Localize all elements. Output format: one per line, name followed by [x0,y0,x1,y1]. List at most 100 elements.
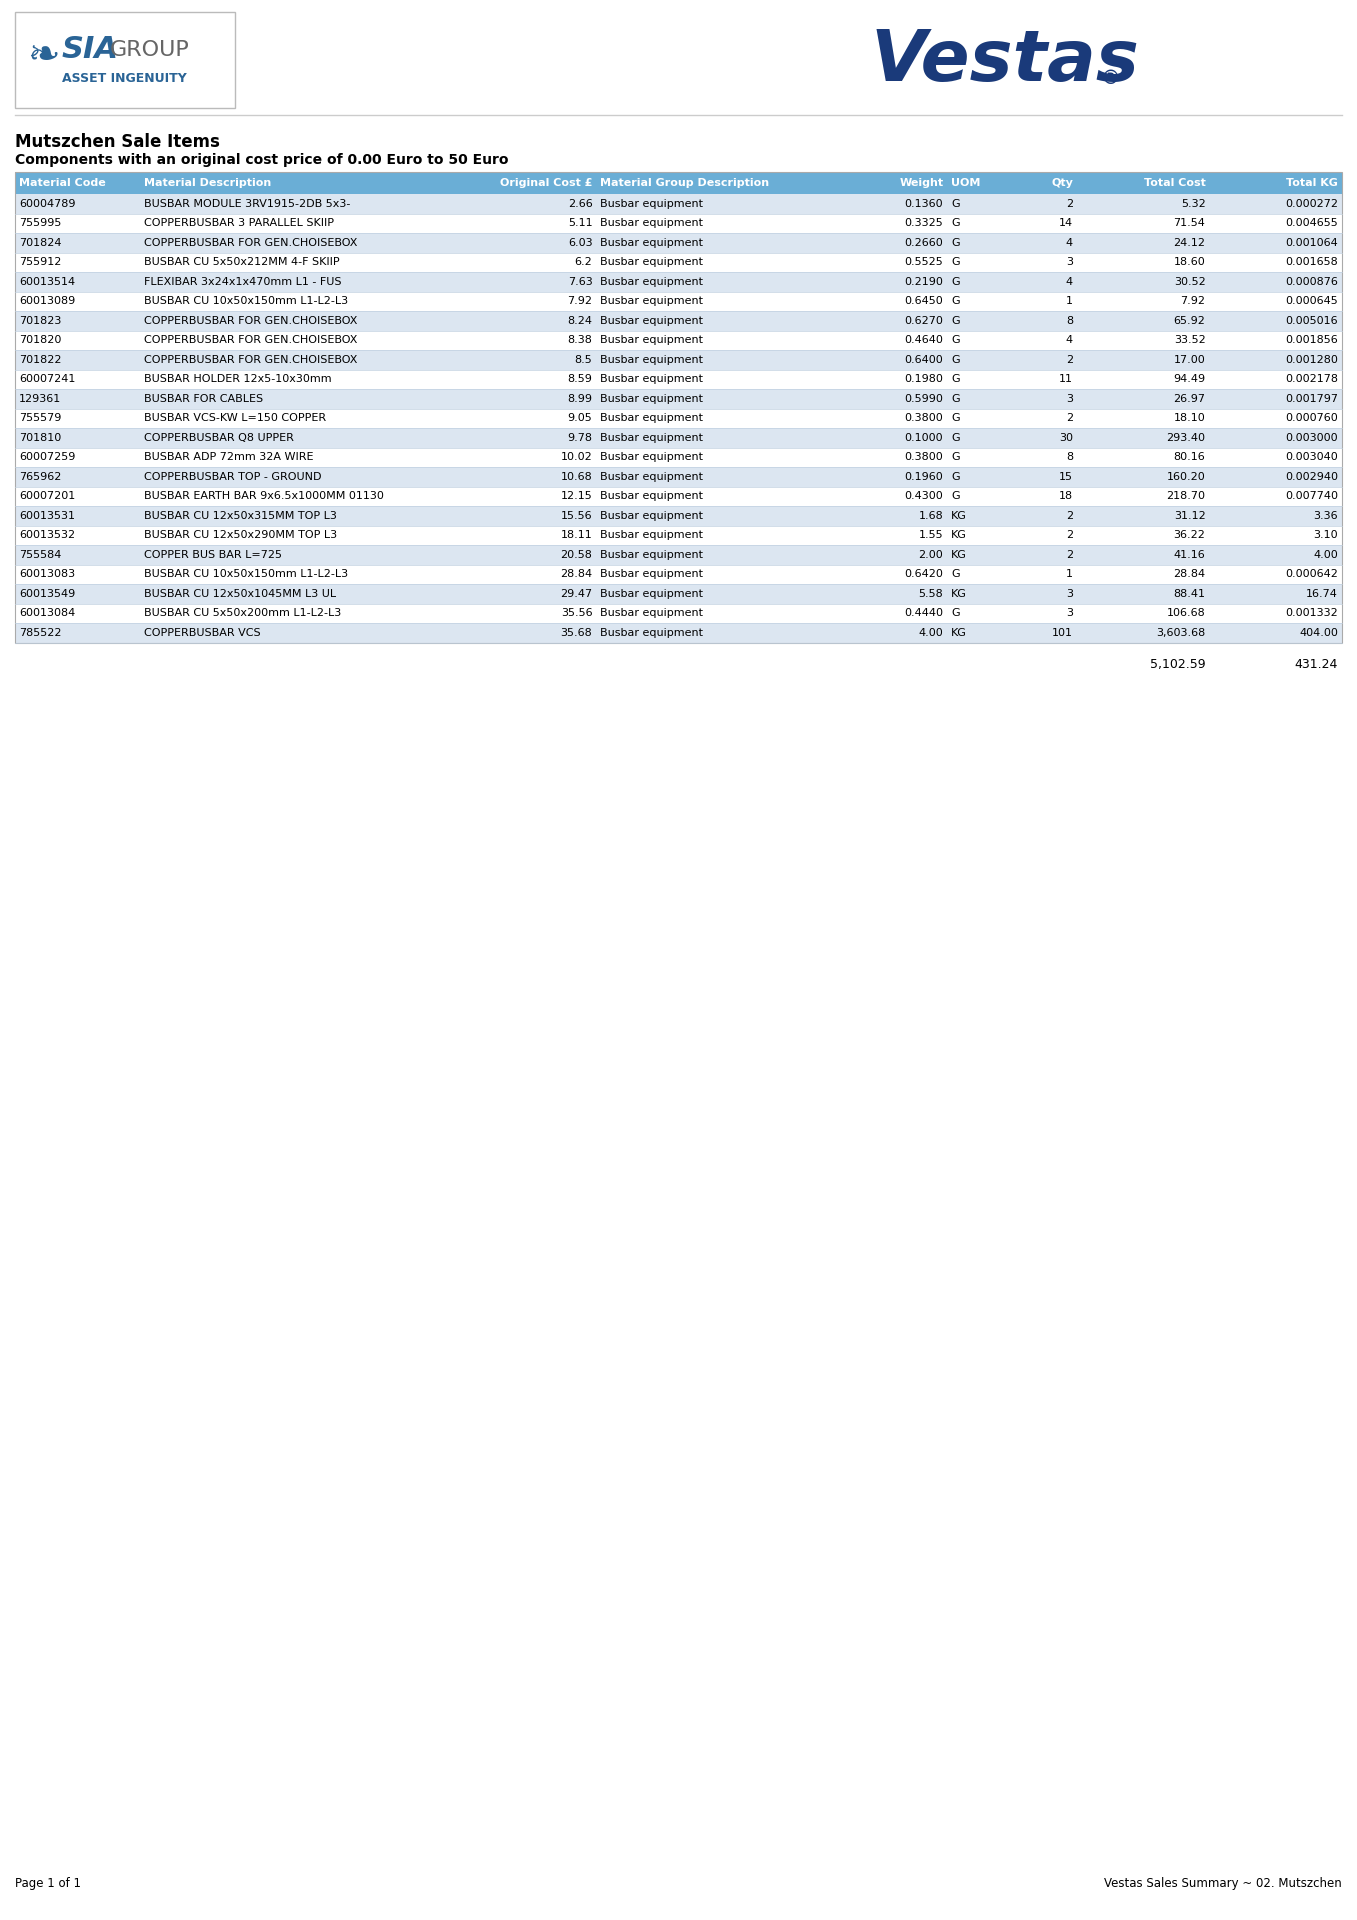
Bar [15,213,1342,232]
Text: 755579: 755579 [19,413,61,422]
Text: 5.11: 5.11 [567,219,593,228]
Text: 0.6270: 0.6270 [905,315,943,326]
Bar [15,428,1342,447]
Bar [15,467,1342,486]
Text: COPPERBUSBAR FOR GEN.CHOISEBOX: COPPERBUSBAR FOR GEN.CHOISEBOX [144,238,357,248]
Text: 60013531: 60013531 [19,511,75,520]
Text: 2: 2 [1065,511,1073,520]
Text: 4.00: 4.00 [1314,549,1338,561]
Text: KG: KG [951,530,968,540]
Text: Busbar equipment: Busbar equipment [600,453,703,463]
Text: Busbar equipment: Busbar equipment [600,296,703,307]
Text: Busbar equipment: Busbar equipment [600,549,703,561]
Text: 60004789: 60004789 [19,200,76,209]
Text: 18: 18 [1058,492,1073,501]
Text: Busbar equipment: Busbar equipment [600,530,703,540]
Text: 88.41: 88.41 [1174,589,1205,599]
Text: G: G [951,394,959,403]
Text: Busbar equipment: Busbar equipment [600,336,703,346]
Text: 60013514: 60013514 [19,276,75,286]
Bar [15,409,1342,428]
Text: 7.92: 7.92 [567,296,593,307]
Bar [15,622,1342,643]
Text: 701824: 701824 [19,238,61,248]
Bar [15,349,1342,369]
Bar [15,253,1342,273]
Text: Qty: Qty [1052,179,1073,188]
Text: 28.84: 28.84 [1174,568,1205,580]
Bar [15,173,1342,643]
Text: 60007201: 60007201 [19,492,75,501]
Text: Busbar equipment: Busbar equipment [600,355,703,365]
Text: 60013084: 60013084 [19,609,75,618]
Text: ❧: ❧ [28,36,61,75]
Text: Components with an original cost price of 0.00 Euro to 50 Euro: Components with an original cost price o… [15,154,509,167]
Text: 4: 4 [1065,276,1073,286]
Text: 0.5525: 0.5525 [905,257,943,267]
Text: G: G [951,432,959,444]
Text: Original Cost £: Original Cost £ [499,179,593,188]
Text: 31.12: 31.12 [1174,511,1205,520]
Text: 755912: 755912 [19,257,61,267]
Text: 24.12: 24.12 [1174,238,1205,248]
Text: 1: 1 [1065,568,1073,580]
Text: BUSBAR ADP 72mm 32A WIRE: BUSBAR ADP 72mm 32A WIRE [144,453,313,463]
Text: 0.002940: 0.002940 [1285,472,1338,482]
Text: 0.000645: 0.000645 [1285,296,1338,307]
Text: 1: 1 [1065,296,1073,307]
Text: Busbar equipment: Busbar equipment [600,511,703,520]
Text: 60013089: 60013089 [19,296,75,307]
Text: Busbar equipment: Busbar equipment [600,472,703,482]
Text: G: G [951,238,959,248]
Text: G: G [951,492,959,501]
Text: BUSBAR CU 12x50x1045MM L3 UL: BUSBAR CU 12x50x1045MM L3 UL [144,589,337,599]
Text: 765962: 765962 [19,472,61,482]
Text: Busbar equipment: Busbar equipment [600,276,703,286]
Text: 9.05: 9.05 [567,413,593,422]
Text: 14: 14 [1058,219,1073,228]
Text: 404.00: 404.00 [1299,628,1338,637]
Text: 431.24: 431.24 [1295,659,1338,670]
Bar [15,232,1342,253]
Text: Busbar equipment: Busbar equipment [600,609,703,618]
Text: 60013549: 60013549 [19,589,75,599]
Text: 755584: 755584 [19,549,61,561]
Text: Busbar equipment: Busbar equipment [600,432,703,444]
Text: 2: 2 [1065,530,1073,540]
Text: ASSET INGENUITY: ASSET INGENUITY [62,71,187,84]
Text: COPPERBUSBAR 3 PARALLEL SKIIP: COPPERBUSBAR 3 PARALLEL SKIIP [144,219,334,228]
Text: 0.005016: 0.005016 [1285,315,1338,326]
Text: BUSBAR CU 10x50x150mm L1-L2-L3: BUSBAR CU 10x50x150mm L1-L2-L3 [144,568,349,580]
Text: 9.78: 9.78 [567,432,593,444]
Text: Total KG: Total KG [1286,179,1338,188]
Text: 0.6420: 0.6420 [905,568,943,580]
Text: Busbar equipment: Busbar equipment [600,257,703,267]
Text: 701810: 701810 [19,432,61,444]
Text: 0.4300: 0.4300 [905,492,943,501]
Text: 701823: 701823 [19,315,61,326]
Text: G: G [951,336,959,346]
Text: 129361: 129361 [19,394,61,403]
Text: 18.10: 18.10 [1174,413,1205,422]
Text: 3: 3 [1065,609,1073,618]
Text: COPPERBUSBAR FOR GEN.CHOISEBOX: COPPERBUSBAR FOR GEN.CHOISEBOX [144,315,357,326]
Text: 701820: 701820 [19,336,61,346]
Text: 0.2190: 0.2190 [905,276,943,286]
Bar [15,390,1342,409]
Text: BUSBAR VCS-KW L=150 COPPER: BUSBAR VCS-KW L=150 COPPER [144,413,326,422]
Text: 2: 2 [1065,413,1073,422]
Text: 60013532: 60013532 [19,530,75,540]
Text: 3,603.68: 3,603.68 [1156,628,1205,637]
Text: 11: 11 [1058,374,1073,384]
Text: Mutszchen Sale Items: Mutszchen Sale Items [15,132,220,152]
Text: G: G [951,609,959,618]
Text: Busbar equipment: Busbar equipment [600,413,703,422]
Text: Busbar equipment: Busbar equipment [600,492,703,501]
Text: 7.63: 7.63 [567,276,593,286]
Text: 29.47: 29.47 [560,589,593,599]
Text: 8.99: 8.99 [567,394,593,403]
Text: G: G [951,568,959,580]
Bar [15,564,1342,584]
Text: 0.3325: 0.3325 [905,219,943,228]
Text: KG: KG [951,511,968,520]
